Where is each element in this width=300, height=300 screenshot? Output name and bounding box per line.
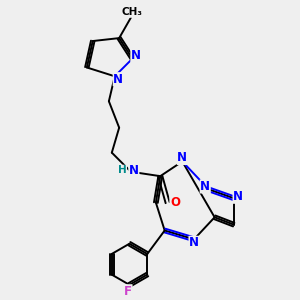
Text: O: O	[170, 196, 180, 209]
Text: N: N	[200, 180, 210, 193]
Text: F: F	[124, 285, 132, 298]
Text: N: N	[131, 49, 141, 62]
Text: N: N	[233, 190, 243, 203]
Text: CH₃: CH₃	[122, 7, 143, 17]
Text: H: H	[118, 165, 127, 175]
Text: N: N	[177, 152, 187, 164]
Text: N: N	[129, 164, 139, 177]
Text: N: N	[113, 73, 123, 86]
Text: N: N	[189, 236, 199, 249]
